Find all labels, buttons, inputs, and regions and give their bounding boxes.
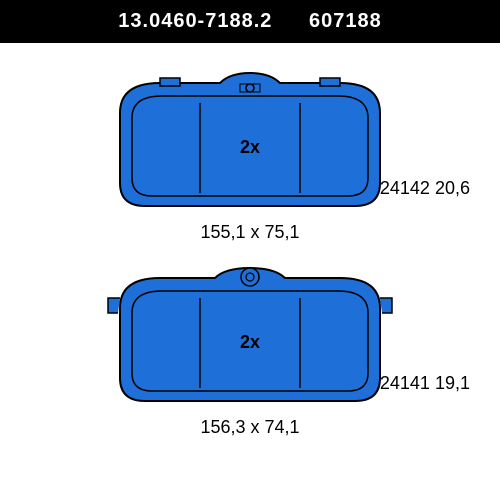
diagram-container: 13.0460-7188.2 607188 2x 24142 20,6 155,… [0,0,500,500]
pad-bottom-dimensions: 156,3 x 74,1 [0,417,500,438]
pad-bottom-svg: 2x [100,263,400,413]
pad-top-svg: 2x [100,68,400,218]
pad-bottom-section: 2x 24141 19,1 156,3 x 74,1 [0,263,500,438]
pad-bottom-code-thickness: 24141 19,1 [380,373,470,394]
part-number: 13.0460-7188.2 [118,10,272,32]
pad-bottom-qty: 2x [240,332,260,352]
header-bar: 13.0460-7188.2 607188 [0,0,500,43]
part-code: 607188 [309,10,382,32]
pad-top-code-thickness: 24142 20,6 [380,178,470,199]
pad-top-qty: 2x [240,137,260,157]
pad-top-dimensions: 155,1 x 75,1 [0,222,500,243]
pad-top-section: 2x 24142 20,6 155,1 x 75,1 [0,68,500,243]
